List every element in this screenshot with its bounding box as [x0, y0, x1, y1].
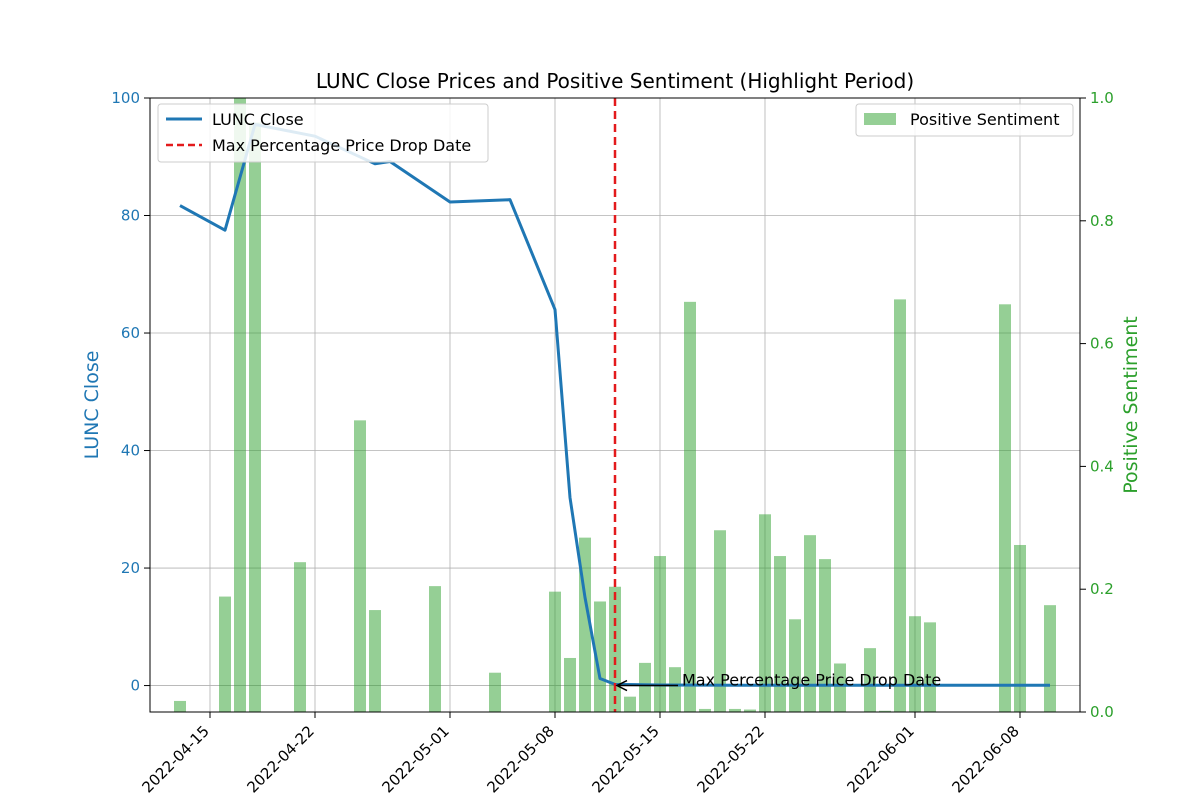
- left-tick-label-3: 60: [121, 324, 140, 342]
- sentiment-bar-8: [489, 672, 501, 712]
- sentiment-bar-23: [759, 514, 771, 712]
- x-tick-label-4: 2022-05-15: [588, 722, 662, 796]
- x-tick-label-5: 2022-05-22: [693, 722, 767, 796]
- sentiment-bar-31: [894, 299, 906, 712]
- sentiment-bar-9: [549, 591, 561, 712]
- annotation-text: Max Percentage Price Drop Date: [682, 671, 941, 690]
- legend-upper-right-box: [855, 103, 1074, 137]
- legend-swatch-sentiment: [864, 113, 896, 125]
- sentiment-bar-15: [639, 662, 651, 712]
- sentiment-bar-1: [219, 596, 231, 712]
- left-tick-label-0: 0: [130, 677, 140, 695]
- x-tick-label-6: 2022-06-01: [843, 722, 917, 796]
- sentiment-bar-7: [429, 586, 441, 712]
- legend-upper-left: LUNC Close Max Percentage Price Drop Dat…: [157, 103, 489, 163]
- right-tick-label-3: 0.6: [1090, 335, 1114, 353]
- sentiment-bar-21: [729, 708, 741, 712]
- left-axis: 0 20 40 60 80 100: [111, 89, 150, 695]
- right-tick-label-2: 0.4: [1090, 457, 1114, 475]
- sentiment-bar-33: [924, 622, 936, 712]
- sentiment-bar-25: [789, 619, 801, 712]
- annotation-layer: Max Percentage Price Drop Date: [615, 671, 941, 692]
- sentiment-bar-17: [669, 667, 681, 712]
- sentiment-bar-6: [369, 610, 381, 712]
- x-tick-label-3: 2022-05-08: [483, 722, 557, 796]
- sentiment-bar-19: [699, 708, 711, 712]
- sentiment-bar-14: [624, 696, 636, 712]
- left-axis-title: LUNC Close: [81, 351, 103, 460]
- sentiment-bar-32: [909, 616, 921, 712]
- right-axis-title: Positive Sentiment: [1120, 316, 1142, 494]
- sentiment-bar-29: [864, 648, 876, 712]
- right-tick-label-4: 0.8: [1090, 212, 1114, 230]
- legend-entry-sentiment: Positive Sentiment: [910, 110, 1059, 129]
- left-tick-label-2: 40: [121, 442, 140, 460]
- sentiment-bar-10: [564, 657, 576, 712]
- right-tick-label-0: 0.0: [1090, 703, 1114, 721]
- annotation-arrowhead: [615, 679, 628, 692]
- legend-upper-left-box: [157, 103, 489, 163]
- left-tick-label-4: 80: [121, 207, 140, 225]
- x-axis: 2022-04-15 2022-04-22 2022-05-01 2022-05-08…: [138, 712, 1023, 796]
- x-tick-label-1: 2022-04-22: [243, 722, 317, 796]
- sentiment-bar-3: [249, 122, 261, 712]
- sentiment-bar-35: [1014, 544, 1026, 712]
- sentiment-bar-30: [879, 710, 891, 712]
- plot-frame: [149, 97, 1081, 713]
- sentiment-bar-27: [819, 559, 831, 712]
- sentiment-bars: [174, 98, 1056, 712]
- sentiment-bar-2: [234, 98, 246, 712]
- sentiment-bar-22: [744, 709, 756, 712]
- right-tick-label-1: 0.2: [1090, 580, 1114, 598]
- x-tick-label-2: 2022-05-01: [378, 722, 452, 796]
- chart-title: LUNC Close Prices and Positive Sentiment…: [316, 69, 914, 93]
- sentiment-bar-26: [804, 535, 816, 712]
- sentiment-bar-16: [654, 556, 666, 712]
- sentiment-bar-36: [1044, 605, 1056, 712]
- sentiment-bar-24: [774, 556, 786, 712]
- sentiment-bar-5: [354, 420, 366, 712]
- right-tick-label-5: 1.0: [1090, 89, 1114, 107]
- right-axis: 0.0 0.2 0.4 0.6 0.8 1.0: [1080, 89, 1114, 721]
- x-tick-label-0: 2022-04-15: [138, 722, 212, 796]
- sentiment-bar-4: [294, 562, 306, 712]
- sentiment-bar-34: [999, 304, 1011, 712]
- left-tick-label-5: 100: [111, 89, 140, 107]
- left-tick-label-1: 20: [121, 559, 140, 577]
- sentiment-bar-0: [174, 700, 186, 712]
- sentiment-bar-28: [834, 663, 846, 712]
- sentiment-bar-18: [684, 301, 696, 712]
- sentiment-bar-12: [594, 601, 606, 712]
- legend-entry-close: LUNC Close: [212, 110, 304, 129]
- sentiment-bar-20: [714, 530, 726, 712]
- legend-upper-right: Positive Sentiment: [855, 103, 1074, 137]
- legend-entry-drop-date: Max Percentage Price Drop Date: [212, 136, 471, 155]
- x-tick-label-7: 2022-06-08: [948, 722, 1022, 796]
